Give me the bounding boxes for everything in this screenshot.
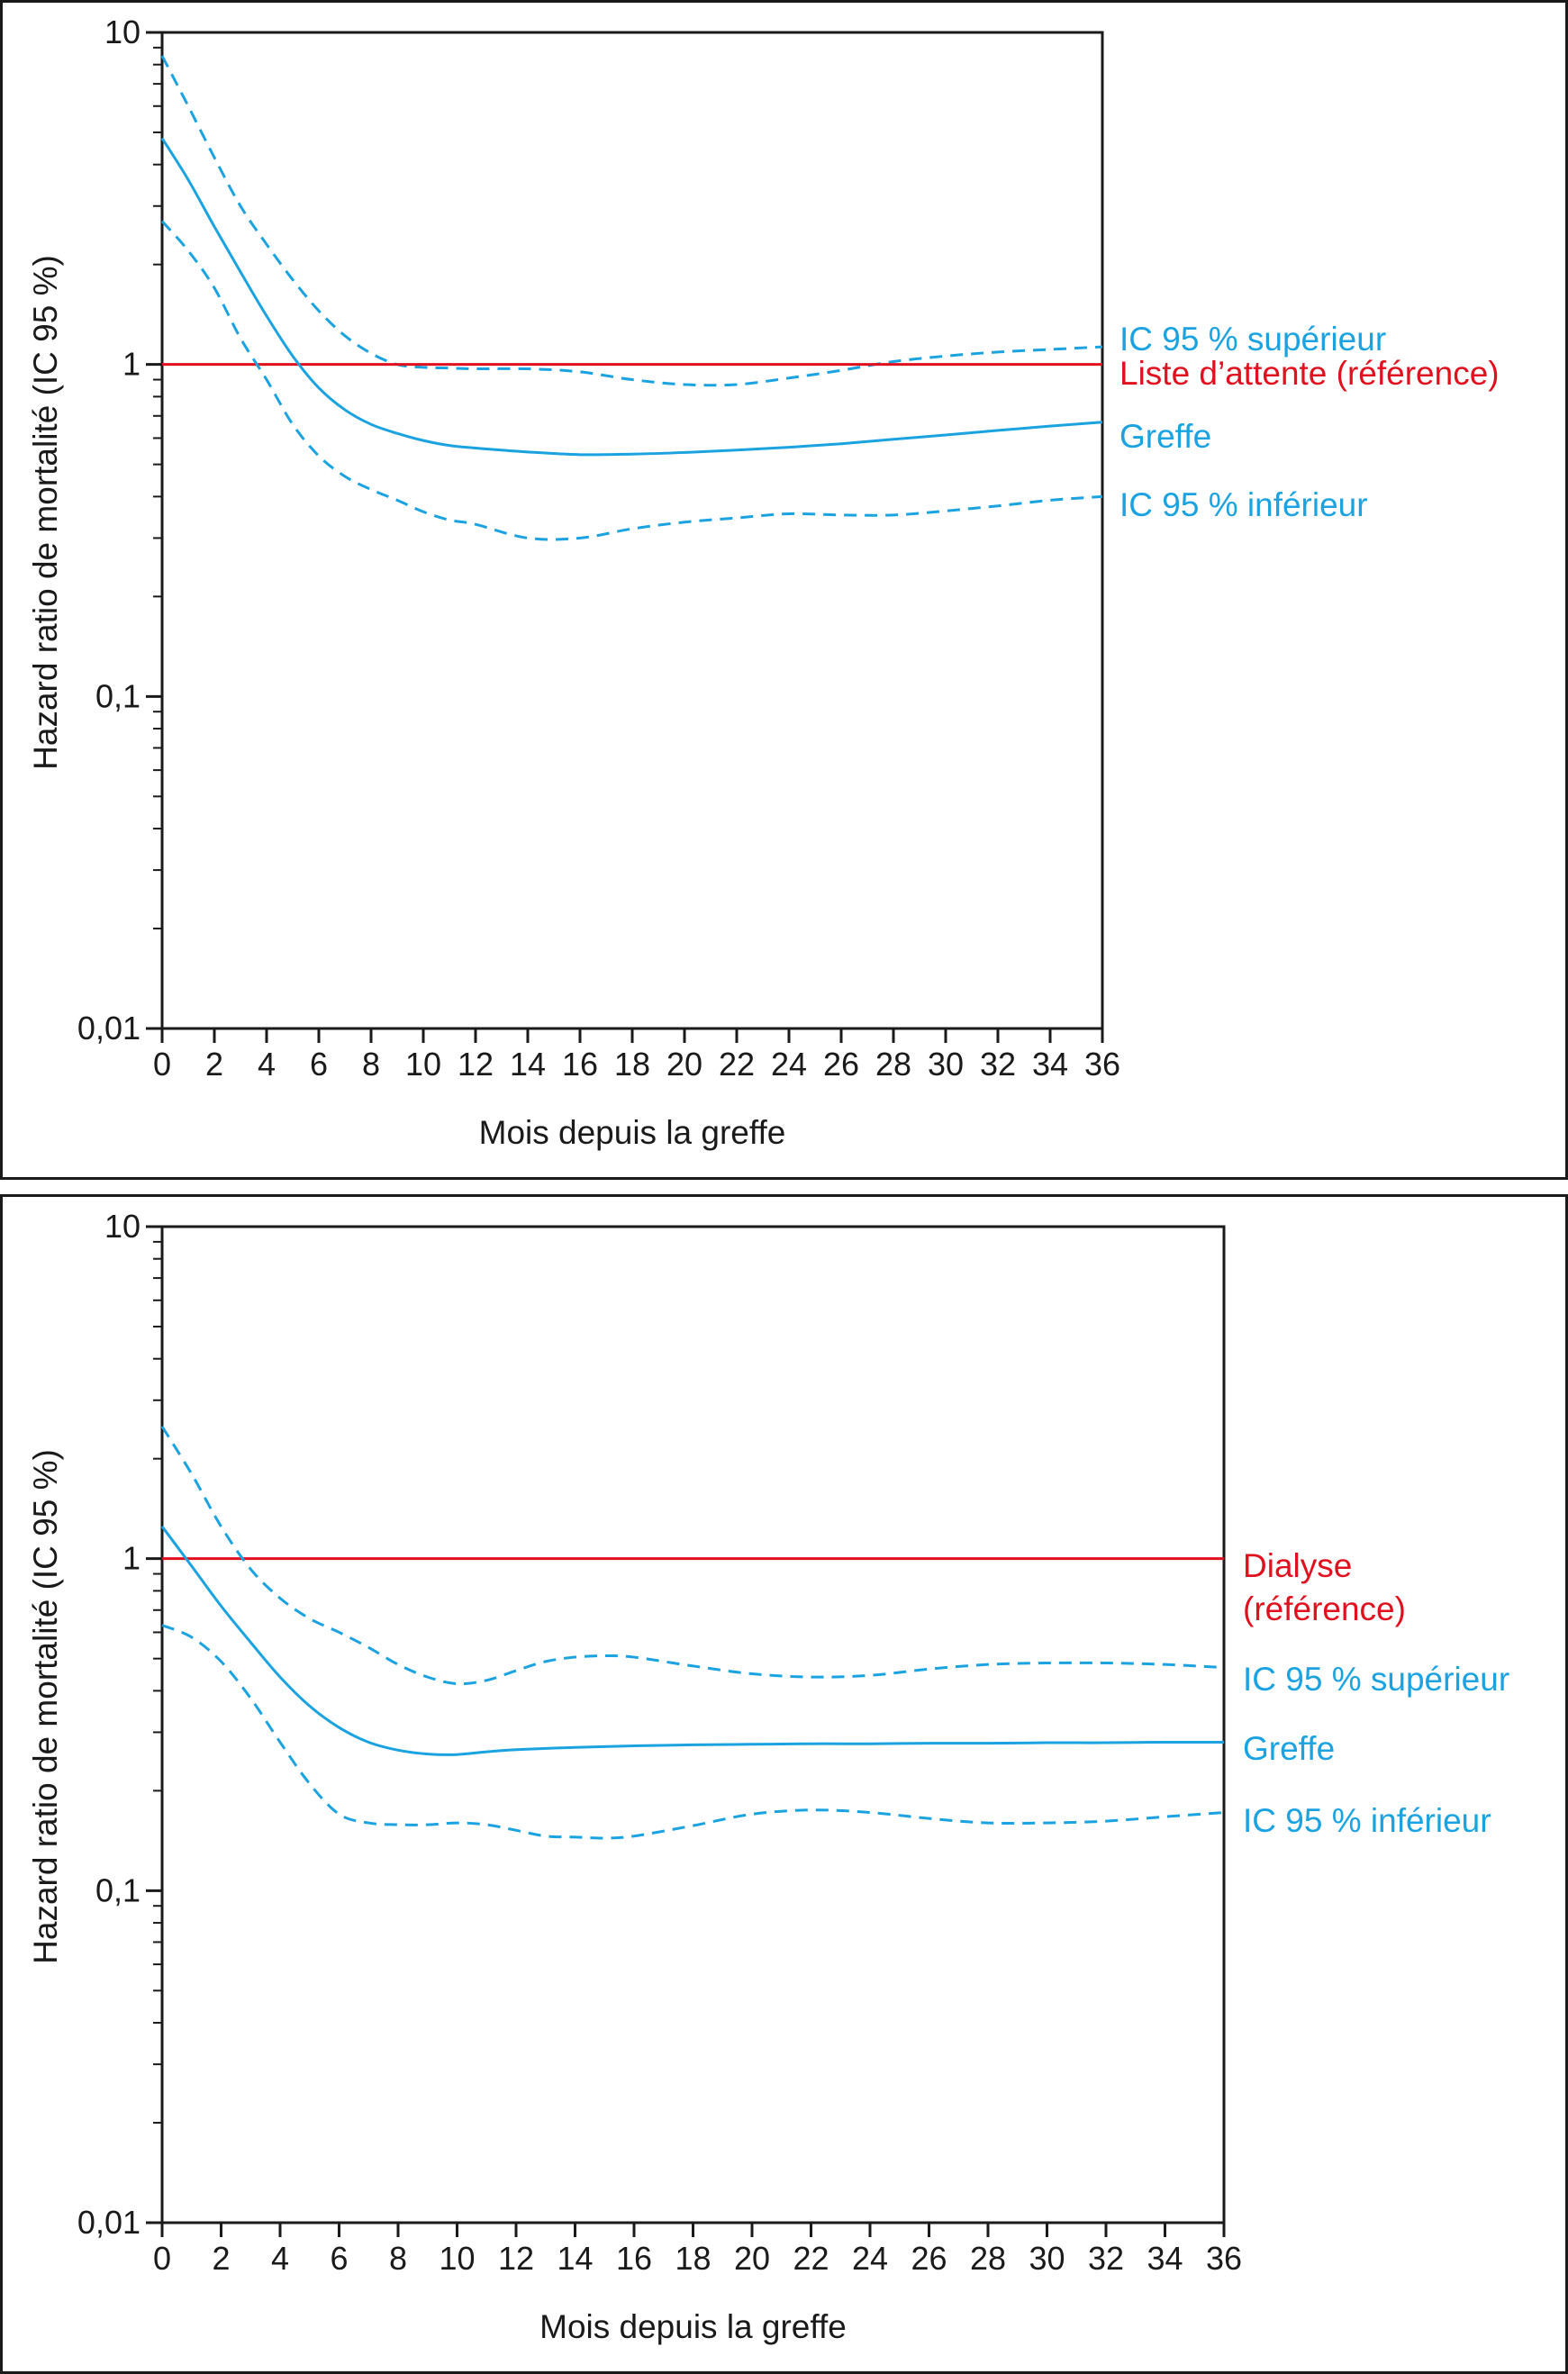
x-tick-label: 36 (1206, 2240, 1242, 2277)
x-tick-label: 12 (498, 2240, 534, 2277)
x-tick-label: 30 (1029, 2240, 1065, 2277)
x-tick-label: 4 (271, 2240, 289, 2277)
y-tick-label: 10 (104, 14, 140, 50)
x-tick-label: 22 (719, 1046, 755, 1083)
chart-panel-top: 0,01 0,1 1 10 0 2 4 6 8 10 12 14 16 18 20 22 24 26 28 30 32 3… (0, 0, 1568, 1180)
x-tick-label: 26 (911, 2240, 947, 2277)
series-line-0 (160, 55, 1103, 387)
x-tick-label: 24 (852, 2240, 888, 2277)
legend-label: Dialyse (1243, 1547, 1352, 1584)
y-tick-label: 0,01 (77, 2204, 140, 2241)
x-tick-label: 2 (205, 1046, 223, 1083)
series-line-3 (160, 220, 1103, 541)
y-tick-label: 1 (122, 1540, 140, 1577)
x-tick-label: 0 (153, 1046, 171, 1083)
x-tick-label: 18 (675, 2240, 711, 2277)
x-tick-label: 36 (1084, 1046, 1120, 1083)
x-tick-label: 34 (1032, 1046, 1068, 1083)
x-tick-label: 16 (562, 1046, 598, 1083)
x-tick-label: 6 (330, 2240, 348, 2277)
x-tick-label: 16 (616, 2240, 652, 2277)
chart-panel-bottom: 0,01 0,1 1 10 0 2 4 6 8 10 12 14 16 18 20 22 24 26 28 30 32 3… (0, 1194, 1568, 2374)
series-line-2 (160, 137, 1103, 457)
x-tick-label: 18 (614, 1046, 650, 1083)
panel-frame (0, 1194, 1568, 2374)
x-tick-label: 20 (666, 1046, 702, 1083)
x-tick-label: 28 (970, 2240, 1006, 2277)
x-tick-label: 8 (389, 2240, 407, 2277)
legend-label: Greffe (1119, 418, 1211, 455)
x-tick-label: 26 (823, 1046, 859, 1083)
legend-label: Liste d’attente (référence) (1119, 355, 1500, 392)
x-tick-label: 2 (212, 2240, 230, 2277)
x-tick-label: 28 (875, 1046, 911, 1083)
plot-area (160, 31, 1104, 1030)
x-tick-label: 10 (405, 1046, 441, 1083)
x-axis-title: Mois depuis la greffe (539, 2308, 847, 2345)
x-tick-label: 14 (510, 1046, 546, 1083)
x-tick-label: 6 (310, 1046, 328, 1083)
x-tick-label: 32 (1088, 2240, 1124, 2277)
x-tick-label: 30 (928, 1046, 964, 1083)
x-tick-label: 0 (153, 2240, 171, 2277)
legend-label: IC 95 % supérieur (1119, 321, 1386, 358)
panel-frame (0, 0, 1568, 1180)
x-tick-label: 8 (362, 1046, 380, 1083)
x-tick-label: 32 (980, 1046, 1016, 1083)
y-tick-label: 0,1 (95, 1871, 140, 1908)
legend-label: IC 95 % inférieur (1243, 1802, 1491, 1839)
x-tick-label: 22 (793, 2240, 829, 2277)
x-tick-label: 20 (734, 2240, 770, 2277)
x-axis-title: Mois depuis la greffe (479, 1114, 786, 1151)
legend-label: Greffe (1243, 1730, 1335, 1767)
x-tick-label: 34 (1147, 2240, 1183, 2277)
series-line-3 (161, 1624, 1225, 1840)
series-line-2 (160, 1526, 1225, 1756)
y-axis-title: Hazard ratio de mortalité (IC 95 %) (27, 1449, 64, 1964)
y-tick-label: 0,1 (95, 677, 140, 714)
x-tick-label: 24 (771, 1046, 807, 1083)
plot-area (160, 1225, 1226, 2224)
x-tick-label: 4 (258, 1046, 276, 1083)
x-tick-label: 12 (458, 1046, 494, 1083)
y-tick-label: 0,01 (77, 1010, 140, 1047)
x-tick-label: 10 (439, 2240, 475, 2277)
legend-label: IC 95 % inférieur (1119, 486, 1368, 523)
legend-label: (référence) (1243, 1590, 1406, 1627)
x-tick-label: 14 (557, 2240, 593, 2277)
y-tick-label: 10 (104, 1208, 140, 1245)
y-axis-title: Hazard ratio de mortalité (IC 95 %) (27, 255, 64, 770)
series-line-1 (160, 1426, 1225, 1686)
legend-label: IC 95 % supérieur (1243, 1661, 1509, 1698)
y-tick-label: 1 (122, 346, 140, 383)
